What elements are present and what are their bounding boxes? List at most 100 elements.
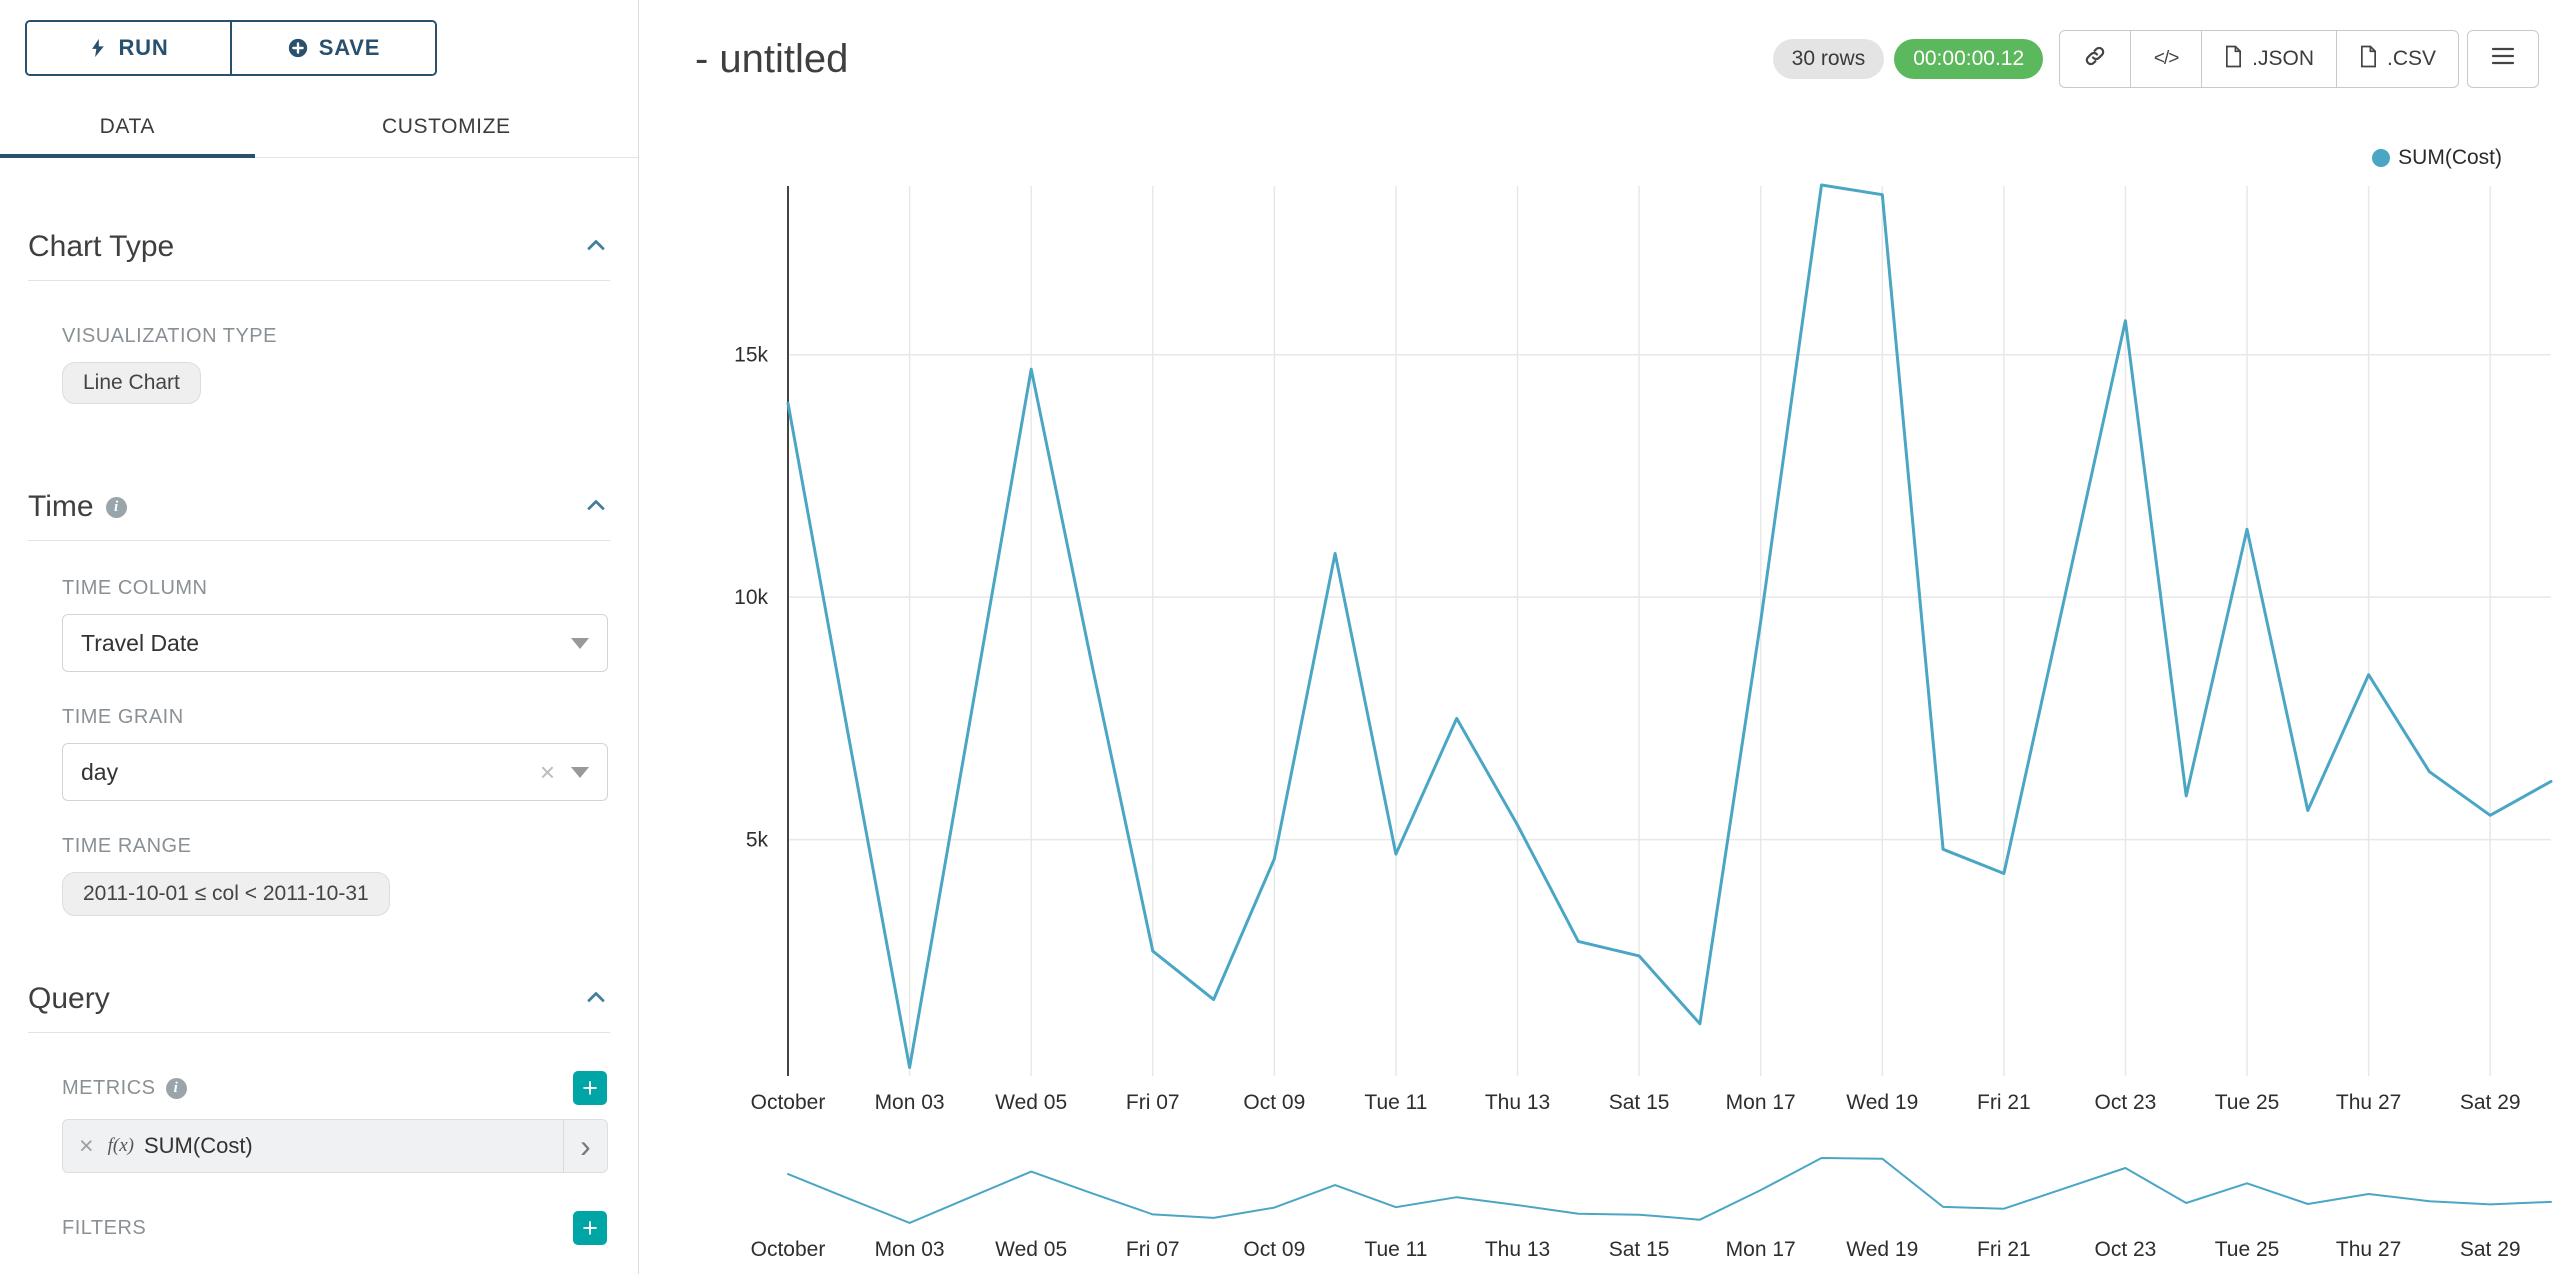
- link-icon: [2083, 44, 2107, 74]
- svg-text:Thu 13: Thu 13: [1485, 1091, 1550, 1114]
- time-column-label: TIME COLUMN: [62, 577, 208, 599]
- query-timer-badge: 00:00:00.12: [1894, 39, 2044, 79]
- filters-label-row: FILTERS: [62, 1217, 146, 1240]
- svg-text:Tue 25: Tue 25: [2215, 1091, 2280, 1114]
- save-button-label: SAVE: [318, 35, 381, 60]
- add-filter-button[interactable]: +: [573, 1211, 607, 1245]
- filters-label: FILTERS: [62, 1216, 147, 1239]
- svg-text:Wed 19: Wed 19: [1846, 1238, 1918, 1261]
- svg-text:Thu 27: Thu 27: [2336, 1091, 2401, 1114]
- svg-text:Oct 09: Oct 09: [1243, 1091, 1305, 1114]
- svg-text:Fri 07: Fri 07: [1126, 1091, 1180, 1114]
- svg-text:10k: 10k: [734, 586, 768, 609]
- line-chart[interactable]: 5k 10k 15k October October Mon 03 Mon 03 Wed 05…: [640, 0, 2576, 1274]
- section-query-title: Query: [28, 982, 110, 1015]
- export-button-group: </> .JSON .CSV: [2059, 30, 2459, 88]
- svg-text:Tue 11: Tue 11: [1364, 1238, 1427, 1261]
- time-column-value: Travel Date: [81, 629, 200, 656]
- sidebar: RUN SAVE DATA CUSTOMIZE Chart Ty: [0, 0, 639, 1274]
- export-csv-button[interactable]: .CSV: [2335, 30, 2459, 88]
- filters-header: FILTERS +: [62, 1211, 607, 1245]
- remove-metric-icon[interactable]: ×: [79, 1131, 94, 1160]
- chart-header: - untitled 30 rows 00:00:00.12 </>: [640, 0, 2576, 88]
- time-grain-select[interactable]: day ×: [62, 743, 608, 801]
- svg-text:Mon 17: Mon 17: [1726, 1238, 1796, 1261]
- section-time-header[interactable]: Time i: [0, 490, 638, 524]
- add-metric-button[interactable]: +: [573, 1071, 607, 1105]
- svg-text:Tue 11: Tue 11: [1364, 1091, 1427, 1114]
- svg-text:Sat 29: Sat 29: [2460, 1238, 2521, 1261]
- svg-text:Fri 21: Fri 21: [1977, 1091, 2031, 1114]
- file-csv-icon: [2359, 45, 2378, 74]
- svg-text:Oct 09: Oct 09: [1243, 1238, 1305, 1261]
- chart-title: - untitled: [695, 36, 849, 81]
- time-range-pill[interactable]: 2011-10-01 ≤ col < 2011-10-31: [62, 872, 390, 916]
- metrics-label-row: METRICS i: [62, 1077, 187, 1100]
- section-chart-type-header[interactable]: Chart Type: [0, 230, 638, 264]
- chevron-up-icon[interactable]: [582, 491, 610, 524]
- code-icon: </>: [2153, 48, 2180, 69]
- viz-type-pill[interactable]: Line Chart: [62, 362, 201, 404]
- chevron-down-icon: [571, 766, 589, 778]
- run-save-button-group: RUN SAVE: [25, 20, 437, 76]
- svg-text:Fri 07: Fri 07: [1126, 1238, 1180, 1261]
- lightning-bolt-icon: [88, 37, 108, 59]
- svg-text:Oct 23: Oct 23: [2095, 1238, 2157, 1261]
- svg-text:October: October: [751, 1238, 826, 1261]
- viz-type-value: Line Chart: [83, 371, 180, 394]
- function-icon: f(x): [107, 1135, 134, 1156]
- section-query-header[interactable]: Query: [0, 982, 638, 1016]
- svg-text:Mon 17: Mon 17: [1726, 1091, 1796, 1114]
- section-time-title-text: Time: [28, 490, 94, 523]
- svg-text:Thu 13: Thu 13: [1485, 1238, 1550, 1261]
- svg-text:Wed 19: Wed 19: [1846, 1091, 1918, 1114]
- run-button[interactable]: RUN: [27, 22, 230, 74]
- run-save-toolbar: RUN SAVE: [0, 0, 638, 96]
- svg-text:Tue 25: Tue 25: [2215, 1238, 2280, 1261]
- section-divider: [28, 1032, 610, 1033]
- section-divider: [28, 280, 610, 281]
- svg-text:5k: 5k: [746, 829, 769, 852]
- viz-type-label: VISUALIZATION TYPE: [62, 325, 277, 347]
- chart-legend[interactable]: SUM(Cost): [2372, 146, 2502, 170]
- metric-pill[interactable]: × f(x) SUM(Cost) ›: [62, 1119, 608, 1173]
- time-grain-label: TIME GRAIN: [62, 706, 184, 728]
- chevron-up-icon[interactable]: [582, 983, 610, 1016]
- export-json-button[interactable]: .JSON: [2201, 30, 2337, 88]
- svg-text:Fri 21: Fri 21: [1977, 1238, 2031, 1261]
- sidebar-tabs: DATA CUSTOMIZE: [0, 96, 638, 158]
- metrics-label: METRICS: [62, 1076, 156, 1099]
- svg-text:Mon 03: Mon 03: [875, 1238, 945, 1261]
- time-grain-value: day: [81, 758, 119, 785]
- section-chart-type-title: Chart Type: [28, 230, 175, 263]
- hamburger-menu-icon: [2491, 47, 2515, 71]
- svg-text:October: October: [751, 1091, 826, 1114]
- plus-circle-icon: [287, 37, 309, 59]
- svg-text:Sat 29: Sat 29: [2460, 1091, 2521, 1114]
- chart-menu-button[interactable]: [2467, 30, 2539, 88]
- time-range-label: TIME RANGE: [62, 835, 192, 857]
- chevron-right-icon[interactable]: ›: [563, 1120, 607, 1172]
- svg-text:Sat 15: Sat 15: [1609, 1091, 1670, 1114]
- view-query-button[interactable]: </>: [2130, 30, 2203, 88]
- time-column-select[interactable]: Travel Date: [62, 614, 608, 672]
- chevron-up-icon[interactable]: [582, 231, 610, 264]
- svg-text:Wed 05: Wed 05: [995, 1091, 1067, 1114]
- metric-name: SUM(Cost): [143, 1133, 253, 1158]
- info-icon: i: [165, 1077, 187, 1099]
- file-json-icon: [2224, 45, 2243, 74]
- chevron-down-icon: [571, 637, 589, 649]
- tab-customize-label: CUSTOMIZE: [381, 114, 511, 138]
- control-panel: Chart Type VISUALIZATION TYPE Line Chart…: [0, 230, 638, 1274]
- info-icon: i: [105, 496, 127, 518]
- tab-customize[interactable]: CUSTOMIZE: [255, 96, 638, 157]
- legend-series-label: SUM(Cost): [2398, 146, 2502, 169]
- clear-icon[interactable]: ×: [539, 757, 555, 787]
- section-divider: [28, 540, 610, 541]
- row-count-badge: 30 rows: [1772, 39, 1885, 79]
- tab-data[interactable]: DATA: [0, 96, 255, 158]
- save-button[interactable]: SAVE: [230, 22, 435, 74]
- section-time-title: Time i: [28, 490, 127, 524]
- metrics-header: METRICS i +: [62, 1071, 607, 1105]
